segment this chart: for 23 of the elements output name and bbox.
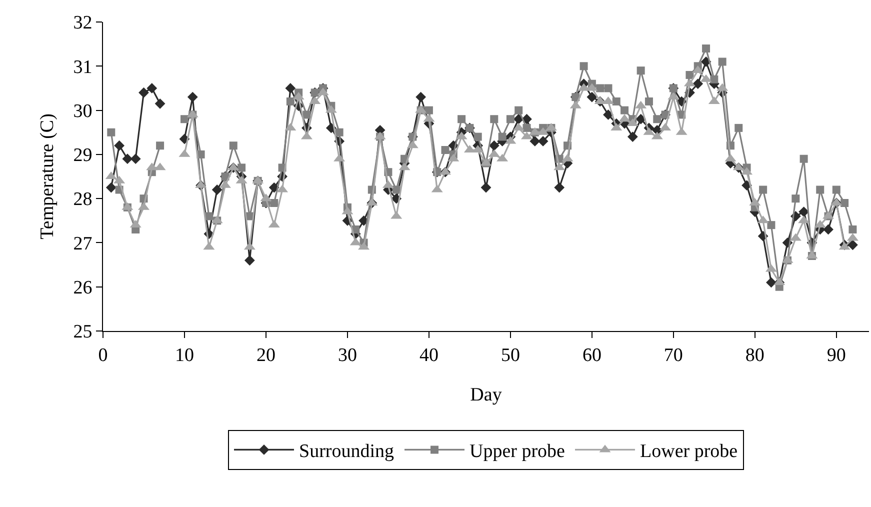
- x-tick-label: 30: [338, 344, 357, 366]
- x-axis-title: Day: [470, 384, 502, 406]
- y-tick-label: 30: [73, 100, 92, 122]
- x-tick-label: 60: [582, 344, 602, 366]
- y-tick-label: 27: [73, 233, 92, 254]
- x-tick-label: 70: [664, 344, 683, 366]
- y-tick-label: 26: [73, 278, 92, 299]
- legend-label: Upper probe: [470, 441, 565, 462]
- x-tick-label: 20: [256, 344, 276, 366]
- x-tick-label: 0: [98, 344, 108, 366]
- legend-label: Surrounding: [299, 441, 394, 462]
- x-tick-label: 50: [500, 344, 520, 366]
- y-tick-label: 31: [73, 56, 92, 78]
- y-tick-label: 28: [73, 189, 92, 210]
- legend-label: Lower probe: [640, 441, 738, 462]
- x-tick-label: 10: [174, 344, 194, 366]
- x-tick-label: 40: [419, 344, 438, 366]
- x-tick-label: 80: [745, 344, 764, 366]
- y-tick-label: 32: [73, 12, 92, 34]
- y-tick-label: 29: [73, 145, 92, 166]
- y-tick-label: 25: [73, 322, 92, 343]
- y-axis-title: Temperature (C): [37, 114, 58, 240]
- x-tick-label: 90: [826, 344, 846, 366]
